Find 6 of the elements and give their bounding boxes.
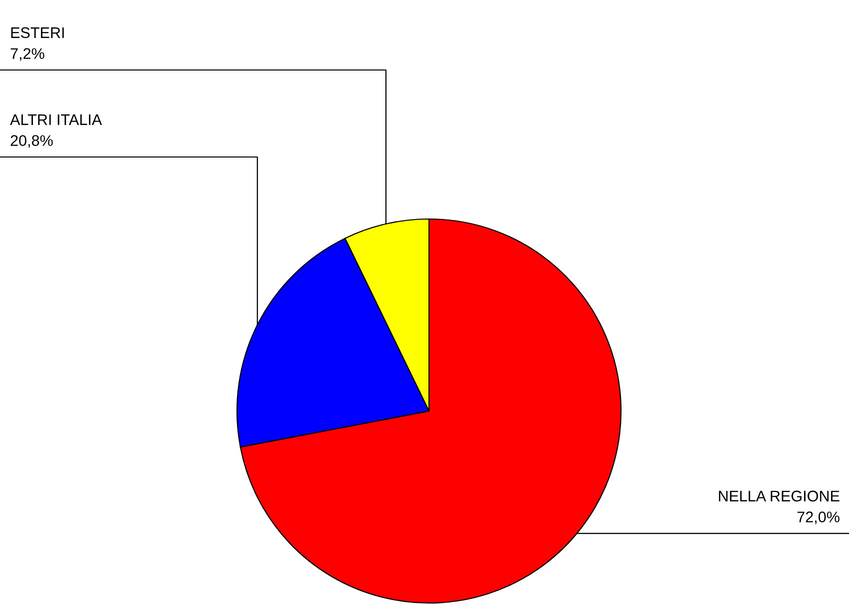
slice-label: ALTRI ITALIA [10, 114, 102, 125]
data-label: 7,2% [10, 48, 44, 61]
slice-label: NELLA REGIONE [718, 490, 840, 502]
data-label: 72,0% [797, 512, 840, 524]
slice-label: ESTERI [11, 27, 64, 38]
data-label: 20,8% [10, 135, 53, 148]
